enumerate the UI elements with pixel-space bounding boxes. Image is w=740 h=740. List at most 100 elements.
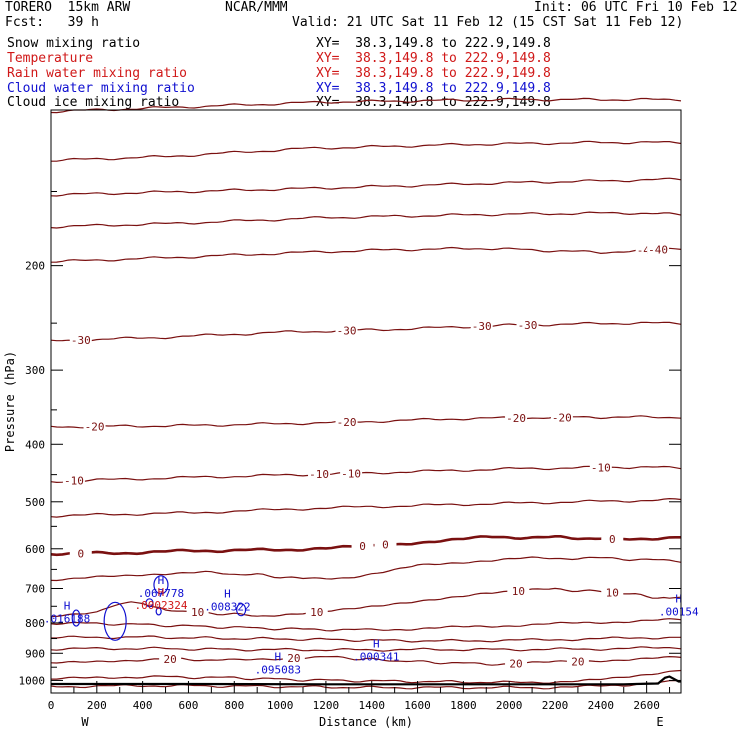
y-tick-label-6: 800 bbox=[25, 617, 45, 630]
isotherm-label-9-1: 0 bbox=[359, 540, 366, 553]
y-tick-label-0: 200 bbox=[25, 260, 45, 273]
y-tick-label-3: 500 bbox=[25, 496, 45, 509]
isotherm-label-6-0: -20 bbox=[85, 421, 105, 434]
maximum-value-1: .067778 bbox=[138, 587, 184, 600]
maximum-value-4: .000341 bbox=[353, 650, 399, 663]
isotherm-line-10 bbox=[50, 556, 682, 582]
x-tick-label-0: 0 bbox=[48, 699, 55, 712]
isotherm-label-15-0: 20 bbox=[164, 653, 177, 666]
isotherm-label-7-2: -10 bbox=[341, 467, 361, 480]
valid-time: Valid: 21 UTC Sat 11 Feb 12 (15 CST Sat … bbox=[292, 15, 684, 30]
x-tick-label-9: 1800 bbox=[450, 699, 477, 712]
legend-label-cloud-water: Cloud water mixing ratio bbox=[7, 81, 195, 96]
isotherm-line-6 bbox=[50, 415, 682, 429]
east-label: E bbox=[656, 715, 663, 729]
maximum-marker-0: H bbox=[64, 599, 71, 612]
isotherm-label-bg bbox=[186, 606, 209, 619]
isotherm-label-bg bbox=[507, 584, 530, 597]
cloud-contour-5 bbox=[236, 603, 247, 617]
isotherm-line-8 bbox=[50, 497, 682, 518]
isotherm-label-bg bbox=[335, 324, 358, 337]
isotherm-label-bg bbox=[505, 411, 528, 424]
isotherm-label-6-1: -20 bbox=[337, 416, 357, 429]
isotherm-label-5-1: -30 bbox=[337, 325, 357, 338]
isotherm-label-bg bbox=[351, 540, 374, 553]
init-time: Init: 06 UTC Fri 10 Feb 12 bbox=[534, 0, 738, 15]
x-tick-label-1: 200 bbox=[87, 699, 107, 712]
x-tick-label-8: 1600 bbox=[404, 699, 431, 712]
x-tick-label-10: 2000 bbox=[496, 699, 523, 712]
x-tick-label-12: 2400 bbox=[588, 699, 615, 712]
maximum-marker-6: H bbox=[675, 593, 682, 606]
x-axis-title: Distance (km) bbox=[319, 715, 413, 729]
plot-frame bbox=[50, 109, 682, 694]
cloud-contour-0 bbox=[153, 575, 169, 595]
isotherm-label-11-3: 10 bbox=[606, 586, 619, 599]
isotherm-label-bg bbox=[505, 657, 528, 670]
maximum-value-6: .00154 bbox=[659, 606, 699, 619]
x-tick-label-4: 800 bbox=[224, 699, 244, 712]
isotherm-line-14 bbox=[50, 646, 682, 652]
legend-xy-snow: XY= 38.3,149.8 to 222.9,149.8 bbox=[316, 36, 551, 51]
model-title: TORERO 15km ARW bbox=[5, 0, 131, 15]
isotherm-label-5-3: -30 bbox=[518, 319, 538, 332]
legend-label-cloud-ice: Cloud ice mixing ratio bbox=[7, 95, 180, 110]
isotherm-line-13 bbox=[51, 635, 681, 643]
maximum-marker-5: H bbox=[274, 651, 281, 664]
isotherm-label-bg bbox=[470, 320, 493, 333]
isotherm-label-bg bbox=[550, 411, 573, 424]
cloud-contour-4 bbox=[103, 601, 127, 641]
isotherm-label-bg bbox=[647, 243, 670, 256]
isotherm-line-16 bbox=[51, 669, 682, 684]
cloud-contour-1 bbox=[145, 598, 154, 608]
x-tick-label-11: 2200 bbox=[542, 699, 569, 712]
isotherm-label-bg bbox=[69, 334, 92, 347]
maximum-marker-4: H bbox=[373, 637, 380, 650]
isotherm-label-bg bbox=[282, 651, 305, 664]
isotherm-label-5-0: -30 bbox=[71, 334, 91, 347]
x-tick-label-5: 1000 bbox=[267, 699, 294, 712]
legend-label-rain: Rain water mixing ratio bbox=[7, 66, 188, 81]
maximum-value-3: .008322 bbox=[204, 601, 250, 614]
isotherm-label-11-2: 10 bbox=[512, 585, 525, 598]
legend-xy-rain: XY= 38.3,149.8 to 222.9,149.8 bbox=[316, 66, 551, 81]
maximum-marker-3: H bbox=[224, 588, 231, 601]
isotherm-label-15-1: 20 bbox=[287, 652, 300, 665]
y-axis-title: Pressure (hPa) bbox=[3, 351, 17, 452]
isotherm-line-3 bbox=[50, 211, 682, 229]
cloud-contour-2 bbox=[155, 607, 162, 616]
isotherm-label-7-1: -10 bbox=[309, 468, 329, 481]
isotherm-line-11 bbox=[51, 587, 682, 617]
isotherm-label-bg bbox=[601, 532, 624, 545]
isotherm-line-0 bbox=[50, 97, 682, 114]
isotherm-label-7-3: -10 bbox=[591, 461, 611, 474]
y-tick-label-7: 900 bbox=[25, 647, 45, 660]
maximum-value-0: .016188 bbox=[44, 612, 90, 625]
legend-label-snow: Snow mixing ratio bbox=[7, 36, 141, 51]
isotherm-line-7 bbox=[50, 465, 682, 484]
isotherm-label-bg bbox=[601, 586, 624, 599]
y-tick-label-2: 400 bbox=[25, 438, 45, 451]
x-tick-label-7: 1400 bbox=[358, 699, 385, 712]
isotherm-label-4-1: -40 bbox=[648, 243, 668, 256]
legend-xy-cloud-water: XY= 38.3,149.8 to 222.9,149.8 bbox=[316, 81, 551, 96]
isotherm-label-7-0: -10 bbox=[64, 475, 84, 488]
forecast-hour: Fcst: 39 h bbox=[5, 15, 99, 30]
isotherm-label-bg bbox=[159, 653, 182, 666]
isotherm-label-15-3: 20 bbox=[571, 655, 584, 668]
isotherm-line-4 bbox=[50, 246, 682, 263]
isotherm-line-1 bbox=[51, 140, 682, 162]
isotherm-label-11-0: 10 bbox=[191, 606, 204, 619]
x-tick-label-13: 2600 bbox=[633, 699, 660, 712]
isotherm-line-2 bbox=[50, 177, 682, 197]
y-tick-label-4: 600 bbox=[25, 543, 45, 556]
maximum-value-5: .095083 bbox=[255, 664, 301, 677]
isotherm-label-bg bbox=[83, 420, 106, 433]
isotherm-label-bg bbox=[635, 244, 658, 257]
isotherm-label-bg bbox=[516, 318, 539, 331]
isotherm-label-5-2: -30 bbox=[472, 320, 492, 333]
cloud-contour-3 bbox=[71, 609, 81, 627]
isotherm-label-6-3: -20 bbox=[552, 411, 572, 424]
